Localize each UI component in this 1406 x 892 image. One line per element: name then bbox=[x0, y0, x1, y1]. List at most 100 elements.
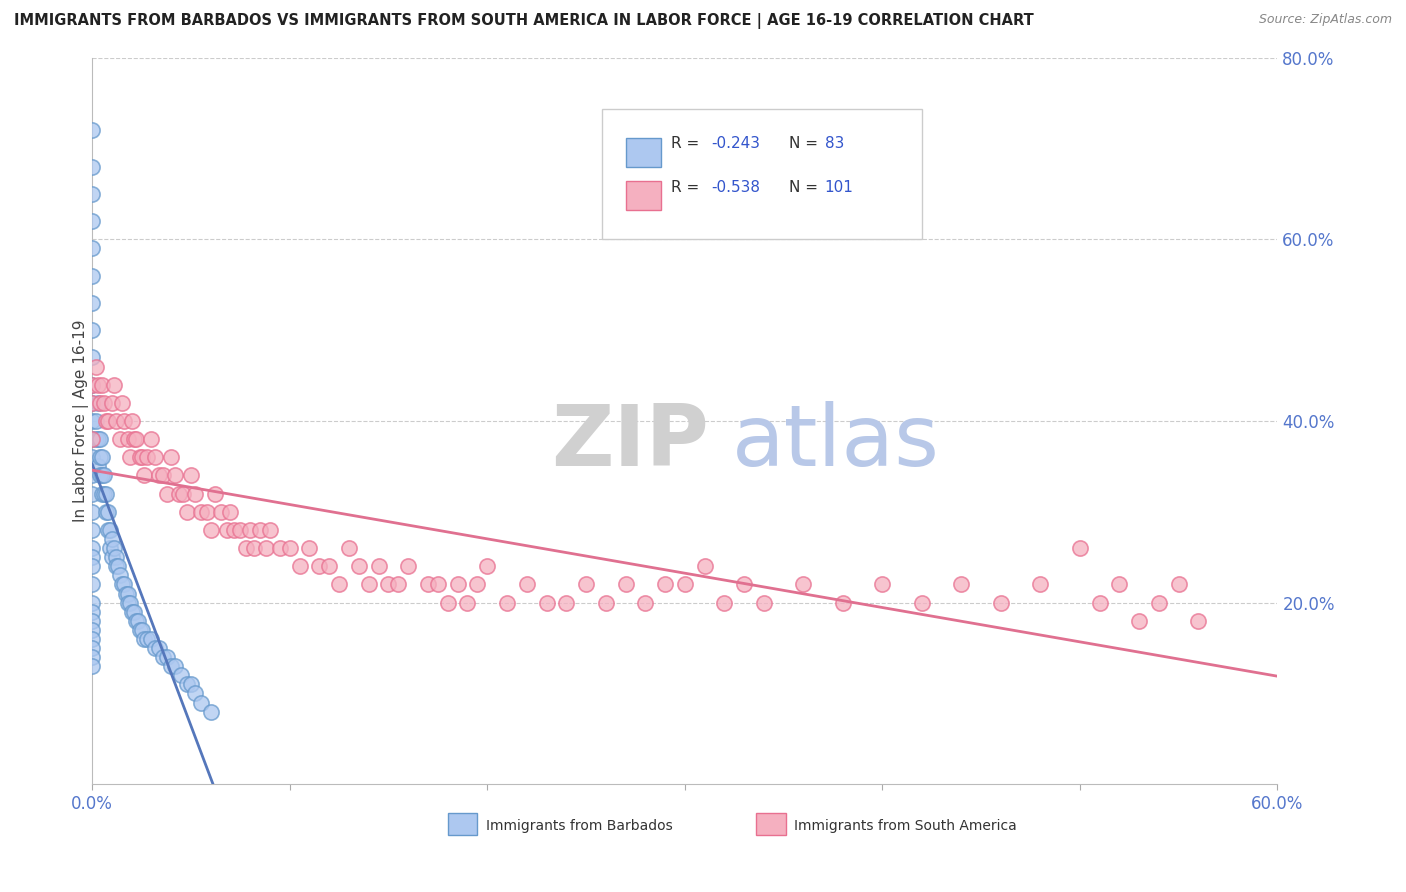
Point bbox=[172, 486, 194, 500]
Point bbox=[118, 596, 141, 610]
Point bbox=[131, 450, 153, 465]
Point bbox=[269, 541, 291, 556]
Point bbox=[308, 559, 330, 574]
Point bbox=[82, 623, 104, 637]
Point bbox=[136, 632, 159, 646]
Point bbox=[911, 596, 934, 610]
Point bbox=[117, 432, 139, 446]
Point bbox=[89, 432, 111, 446]
Point bbox=[347, 559, 370, 574]
Point bbox=[1167, 577, 1189, 591]
Point bbox=[357, 577, 380, 591]
Point bbox=[416, 577, 439, 591]
Point bbox=[131, 623, 153, 637]
Text: N =: N = bbox=[789, 136, 818, 151]
Point bbox=[555, 596, 578, 610]
Point bbox=[254, 541, 277, 556]
Point bbox=[1128, 614, 1150, 628]
Point bbox=[94, 414, 117, 428]
Point bbox=[82, 123, 104, 137]
Point bbox=[98, 541, 121, 556]
Point bbox=[124, 432, 146, 446]
Point bbox=[82, 296, 104, 310]
Point bbox=[184, 486, 207, 500]
Point bbox=[82, 396, 104, 410]
Point bbox=[132, 468, 155, 483]
Point bbox=[165, 659, 187, 673]
Point bbox=[89, 396, 111, 410]
Point bbox=[235, 541, 257, 556]
Point bbox=[872, 577, 894, 591]
Point bbox=[204, 486, 226, 500]
Point bbox=[97, 505, 120, 519]
Point bbox=[122, 432, 145, 446]
Point bbox=[104, 550, 127, 565]
Point bbox=[396, 559, 419, 574]
Point bbox=[184, 686, 207, 700]
Point bbox=[108, 432, 131, 446]
Text: Immigrants from South America: Immigrants from South America bbox=[794, 819, 1017, 833]
Point bbox=[82, 468, 104, 483]
Point bbox=[82, 596, 104, 610]
FancyBboxPatch shape bbox=[626, 137, 661, 167]
Point bbox=[249, 523, 271, 537]
Point bbox=[82, 486, 104, 500]
Point bbox=[82, 186, 104, 201]
Point bbox=[98, 523, 121, 537]
Point bbox=[536, 596, 558, 610]
Text: 101: 101 bbox=[825, 180, 853, 194]
Point bbox=[114, 586, 136, 600]
Point bbox=[219, 505, 242, 519]
Point bbox=[94, 505, 117, 519]
Point bbox=[614, 577, 637, 591]
Point bbox=[103, 377, 125, 392]
Point bbox=[575, 577, 598, 591]
Point bbox=[200, 705, 222, 719]
Point bbox=[82, 242, 104, 256]
Point bbox=[190, 505, 212, 519]
Point bbox=[82, 605, 104, 619]
Point bbox=[93, 396, 115, 410]
Point bbox=[82, 432, 104, 446]
Point bbox=[107, 559, 129, 574]
Point bbox=[180, 677, 202, 691]
Point bbox=[87, 377, 110, 392]
Text: Immigrants from Barbados: Immigrants from Barbados bbox=[485, 819, 672, 833]
Point bbox=[117, 596, 139, 610]
Point bbox=[167, 486, 190, 500]
Point bbox=[752, 596, 775, 610]
Point bbox=[160, 659, 183, 673]
Point bbox=[156, 486, 179, 500]
Text: R =: R = bbox=[671, 180, 699, 194]
Point bbox=[516, 577, 538, 591]
Text: 83: 83 bbox=[825, 136, 844, 151]
Point bbox=[176, 505, 198, 519]
Point bbox=[259, 523, 281, 537]
Point bbox=[165, 468, 187, 483]
Point bbox=[1088, 596, 1111, 610]
Point bbox=[91, 468, 114, 483]
Text: -0.243: -0.243 bbox=[711, 136, 759, 151]
Point bbox=[654, 577, 676, 591]
Point bbox=[82, 377, 104, 392]
Point bbox=[156, 650, 179, 665]
Point bbox=[82, 523, 104, 537]
Point bbox=[103, 541, 125, 556]
Point bbox=[693, 559, 716, 574]
Point bbox=[595, 596, 617, 610]
Point bbox=[101, 396, 124, 410]
Point bbox=[82, 650, 104, 665]
Point bbox=[93, 486, 115, 500]
Point bbox=[111, 577, 134, 591]
Point bbox=[101, 550, 124, 565]
Point bbox=[215, 523, 238, 537]
Point bbox=[112, 577, 135, 591]
Point bbox=[91, 486, 114, 500]
Point bbox=[84, 432, 107, 446]
Point bbox=[209, 505, 232, 519]
Point bbox=[121, 414, 143, 428]
Point bbox=[673, 577, 696, 591]
Point bbox=[229, 523, 252, 537]
Point bbox=[467, 577, 489, 591]
Text: IMMIGRANTS FROM BARBADOS VS IMMIGRANTS FROM SOUTH AMERICA IN LABOR FORCE | AGE 1: IMMIGRANTS FROM BARBADOS VS IMMIGRANTS F… bbox=[14, 13, 1033, 29]
